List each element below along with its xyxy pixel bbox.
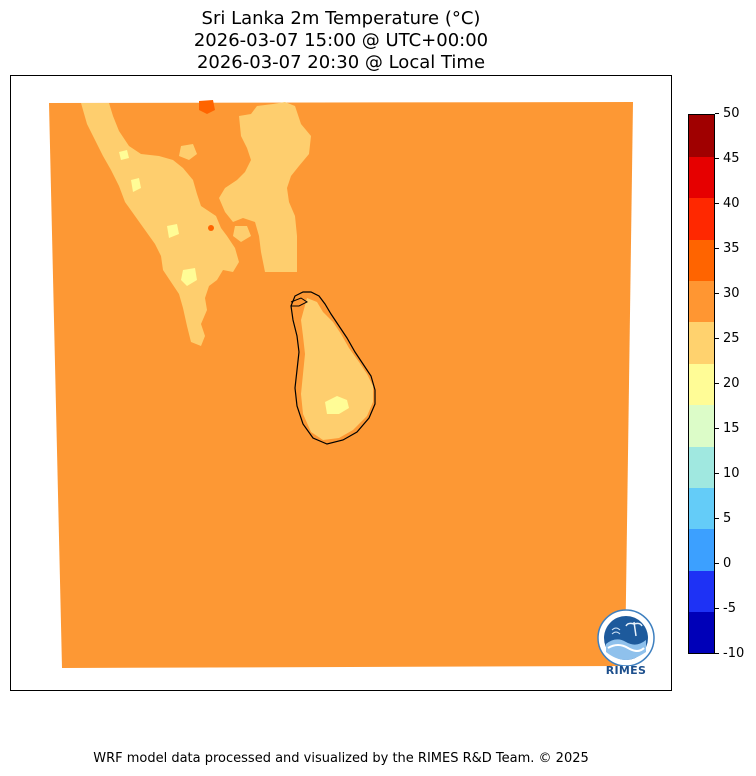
sri-lanka-coastline (290, 291, 376, 445)
colorbar-segment (689, 404, 714, 447)
cool-spot-sri-lanka (325, 396, 349, 414)
northern-cool-region (219, 102, 311, 272)
colorbar-tick-label: 40 (715, 197, 756, 211)
colorbar-segment (689, 528, 714, 571)
colorbar-segment (689, 570, 714, 613)
colorbar-tick-label: 45 (715, 152, 756, 166)
cool-spot-india-3 (167, 224, 179, 238)
cool-spot-india-4 (181, 268, 197, 286)
warm-spot-small (208, 225, 214, 231)
colorbar-tick-label: 30 (715, 287, 756, 301)
title-line-2: 2026-03-07 15:00 @ UTC+00:00 (193, 30, 489, 51)
colorbar-tick-label: 10 (715, 467, 756, 481)
colorbar-segment (689, 280, 714, 323)
colorbar-ticks: 50 45 40 35 30 25 20 15 10 5 0 -5 -10 (715, 107, 756, 661)
colorbar (688, 114, 715, 654)
chart-title: Sri Lanka 2m Temperature (°C) 2026-03-07… (10, 8, 672, 74)
colorbar-tick-label: -5 (715, 602, 756, 616)
colorbar-tick-label: -10 (715, 647, 756, 661)
rimes-logo: RIMES (594, 608, 658, 680)
title-line-1: Sri Lanka 2m Temperature (°C) (201, 8, 481, 29)
colorbar-segment (689, 446, 714, 488)
cool-spot-india-2 (131, 178, 141, 192)
colorbar-segment (689, 239, 714, 282)
colorbar-tick-label: 15 (715, 422, 756, 436)
colorbar-tick-label: 35 (715, 242, 756, 256)
colorbar-tick-label: 25 (715, 332, 756, 346)
colorbar-segment (689, 197, 714, 240)
colorbar-tick-label: 0 (715, 557, 756, 571)
map-svg (49, 100, 633, 668)
colorbar-segment (689, 487, 714, 530)
colorbar-segment (689, 115, 714, 157)
jaffna-coastline (290, 297, 308, 307)
india-land-region (81, 103, 239, 346)
rimes-logo-text: RIMES (605, 664, 647, 677)
sri-lanka-land-class (301, 298, 373, 440)
warm-spot-north (199, 100, 215, 114)
colorbar-tick-label: 50 (715, 107, 756, 121)
footer-credit: WRF model data processed and visualized … (93, 751, 589, 766)
colorbar-tick-label: 20 (715, 377, 756, 391)
colorbar-segment (689, 156, 714, 199)
small-cool-patch-2 (233, 226, 251, 242)
colorbar-tick-label: 5 (715, 512, 756, 526)
title-line-3: 2026-03-07 20:30 @ Local Time (196, 52, 486, 73)
colorbar-segment (689, 321, 714, 364)
rimes-globe-logo-icon (597, 609, 655, 667)
colorbar-segment (689, 611, 714, 654)
cool-spot-india-1 (119, 150, 129, 160)
map-frame[interactable] (10, 75, 672, 691)
colorbar-segment (689, 363, 714, 406)
small-cool-patch (179, 144, 197, 160)
